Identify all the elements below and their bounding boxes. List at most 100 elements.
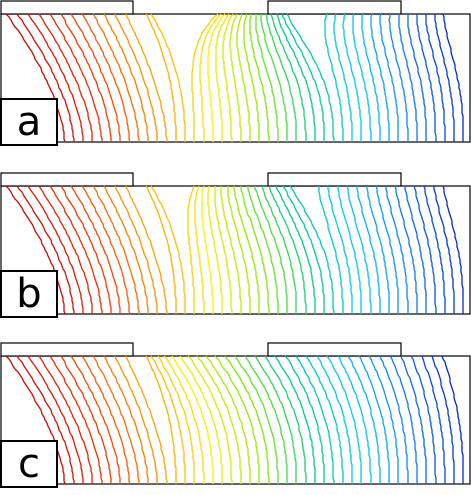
- contour-line: [5, 185, 66, 315]
- panel-a: a: [0, 0, 471, 150]
- contour-line: [179, 355, 223, 484]
- contour-line: [404, 186, 427, 314]
- contour-line: [254, 186, 288, 314]
- contour-line: [333, 13, 353, 142]
- contour-line: [150, 13, 186, 142]
- contour-line: [16, 13, 75, 142]
- contour-line: [103, 355, 149, 484]
- contour-line: [388, 14, 409, 142]
- contour-plot-a: [0, 0, 471, 143]
- contour-line: [265, 13, 297, 142]
- contour-line: [352, 13, 372, 142]
- contour-line: [16, 355, 75, 484]
- contour-line: [434, 14, 455, 142]
- left-electrode: [0, 172, 134, 187]
- contour-line: [81, 355, 131, 485]
- contour-line: [234, 355, 279, 484]
- contour-line: [38, 185, 93, 314]
- contour-line: [274, 355, 316, 484]
- contour-lines: [5, 185, 464, 315]
- contour-line: [368, 355, 399, 484]
- contour-line: [421, 355, 446, 484]
- contour-line: [431, 355, 455, 484]
- contour-line: [150, 185, 186, 314]
- contour-line: [38, 13, 93, 142]
- contour-line: [410, 355, 437, 484]
- contour-line: [268, 185, 307, 314]
- panel-label-a: a: [0, 98, 58, 146]
- contour-line: [103, 185, 149, 314]
- contour-line: [233, 186, 260, 314]
- contour-line: [27, 13, 84, 142]
- contour-line: [49, 13, 103, 142]
- contour-line: [416, 14, 437, 142]
- contour-line: [270, 13, 307, 142]
- contour-line: [214, 355, 260, 484]
- panel-label-c: c: [0, 440, 58, 488]
- contour-line: [171, 355, 214, 484]
- contour-line: [337, 355, 372, 484]
- contour-line: [318, 186, 344, 314]
- contour-line: [425, 14, 446, 142]
- contour-line: [240, 186, 270, 314]
- contour-line: [49, 185, 103, 314]
- contour-line: [327, 186, 353, 314]
- contour-line: [215, 13, 230, 142]
- contour-line: [346, 185, 372, 314]
- contour-line: [342, 13, 362, 142]
- contour-line: [103, 13, 149, 142]
- contour-line: [260, 14, 288, 142]
- contour-line: [60, 355, 112, 484]
- contour-line: [261, 185, 297, 314]
- contour-line: [5, 355, 66, 485]
- contour-line: [224, 355, 270, 484]
- right-electrode: [267, 342, 402, 357]
- contour-line: [70, 185, 121, 314]
- contour-plot-b: [0, 172, 471, 315]
- contour-line: [60, 185, 112, 314]
- contour-line: [157, 355, 195, 484]
- contour-line: [227, 186, 251, 314]
- left-electrode: [0, 0, 134, 15]
- contour-line: [125, 355, 168, 484]
- contour-line: [275, 185, 316, 314]
- contour-line: [337, 186, 362, 314]
- contour-line: [81, 13, 131, 143]
- contour-line: [347, 355, 381, 484]
- contour-line: [222, 13, 234, 142]
- contour-line: [255, 14, 279, 142]
- strip-outline: [0, 185, 471, 315]
- contour-plot-c: [0, 342, 471, 485]
- contour-line: [60, 13, 112, 142]
- contour-line: [114, 13, 158, 142]
- contour-line: [70, 355, 121, 484]
- contour-line: [442, 185, 464, 314]
- contour-line: [385, 186, 409, 314]
- contour-line: [125, 185, 168, 314]
- contour-line: [244, 355, 288, 484]
- contour-line: [423, 185, 446, 314]
- contour-line: [207, 13, 226, 142]
- contour-line: [150, 355, 186, 484]
- contour-line: [70, 13, 121, 142]
- contour-line: [114, 355, 158, 484]
- contour-line: [361, 13, 381, 142]
- contour-line: [358, 355, 390, 484]
- contour-line: [27, 355, 84, 484]
- panel-c: c: [0, 342, 471, 492]
- contour-line: [356, 186, 381, 314]
- contour-line: [196, 355, 242, 484]
- right-electrode: [267, 172, 402, 187]
- contour-line: [92, 13, 140, 142]
- contour-line: [407, 14, 427, 142]
- contour-line: [194, 185, 205, 314]
- contour-line: [400, 355, 427, 484]
- contour-line: [191, 13, 219, 142]
- contour-line: [214, 186, 233, 314]
- contour-line: [295, 355, 335, 484]
- contour-line: [442, 13, 464, 142]
- contour-line: [49, 355, 103, 484]
- contour-line: [92, 355, 140, 484]
- contour-line: [276, 13, 316, 142]
- contour-line: [5, 13, 66, 143]
